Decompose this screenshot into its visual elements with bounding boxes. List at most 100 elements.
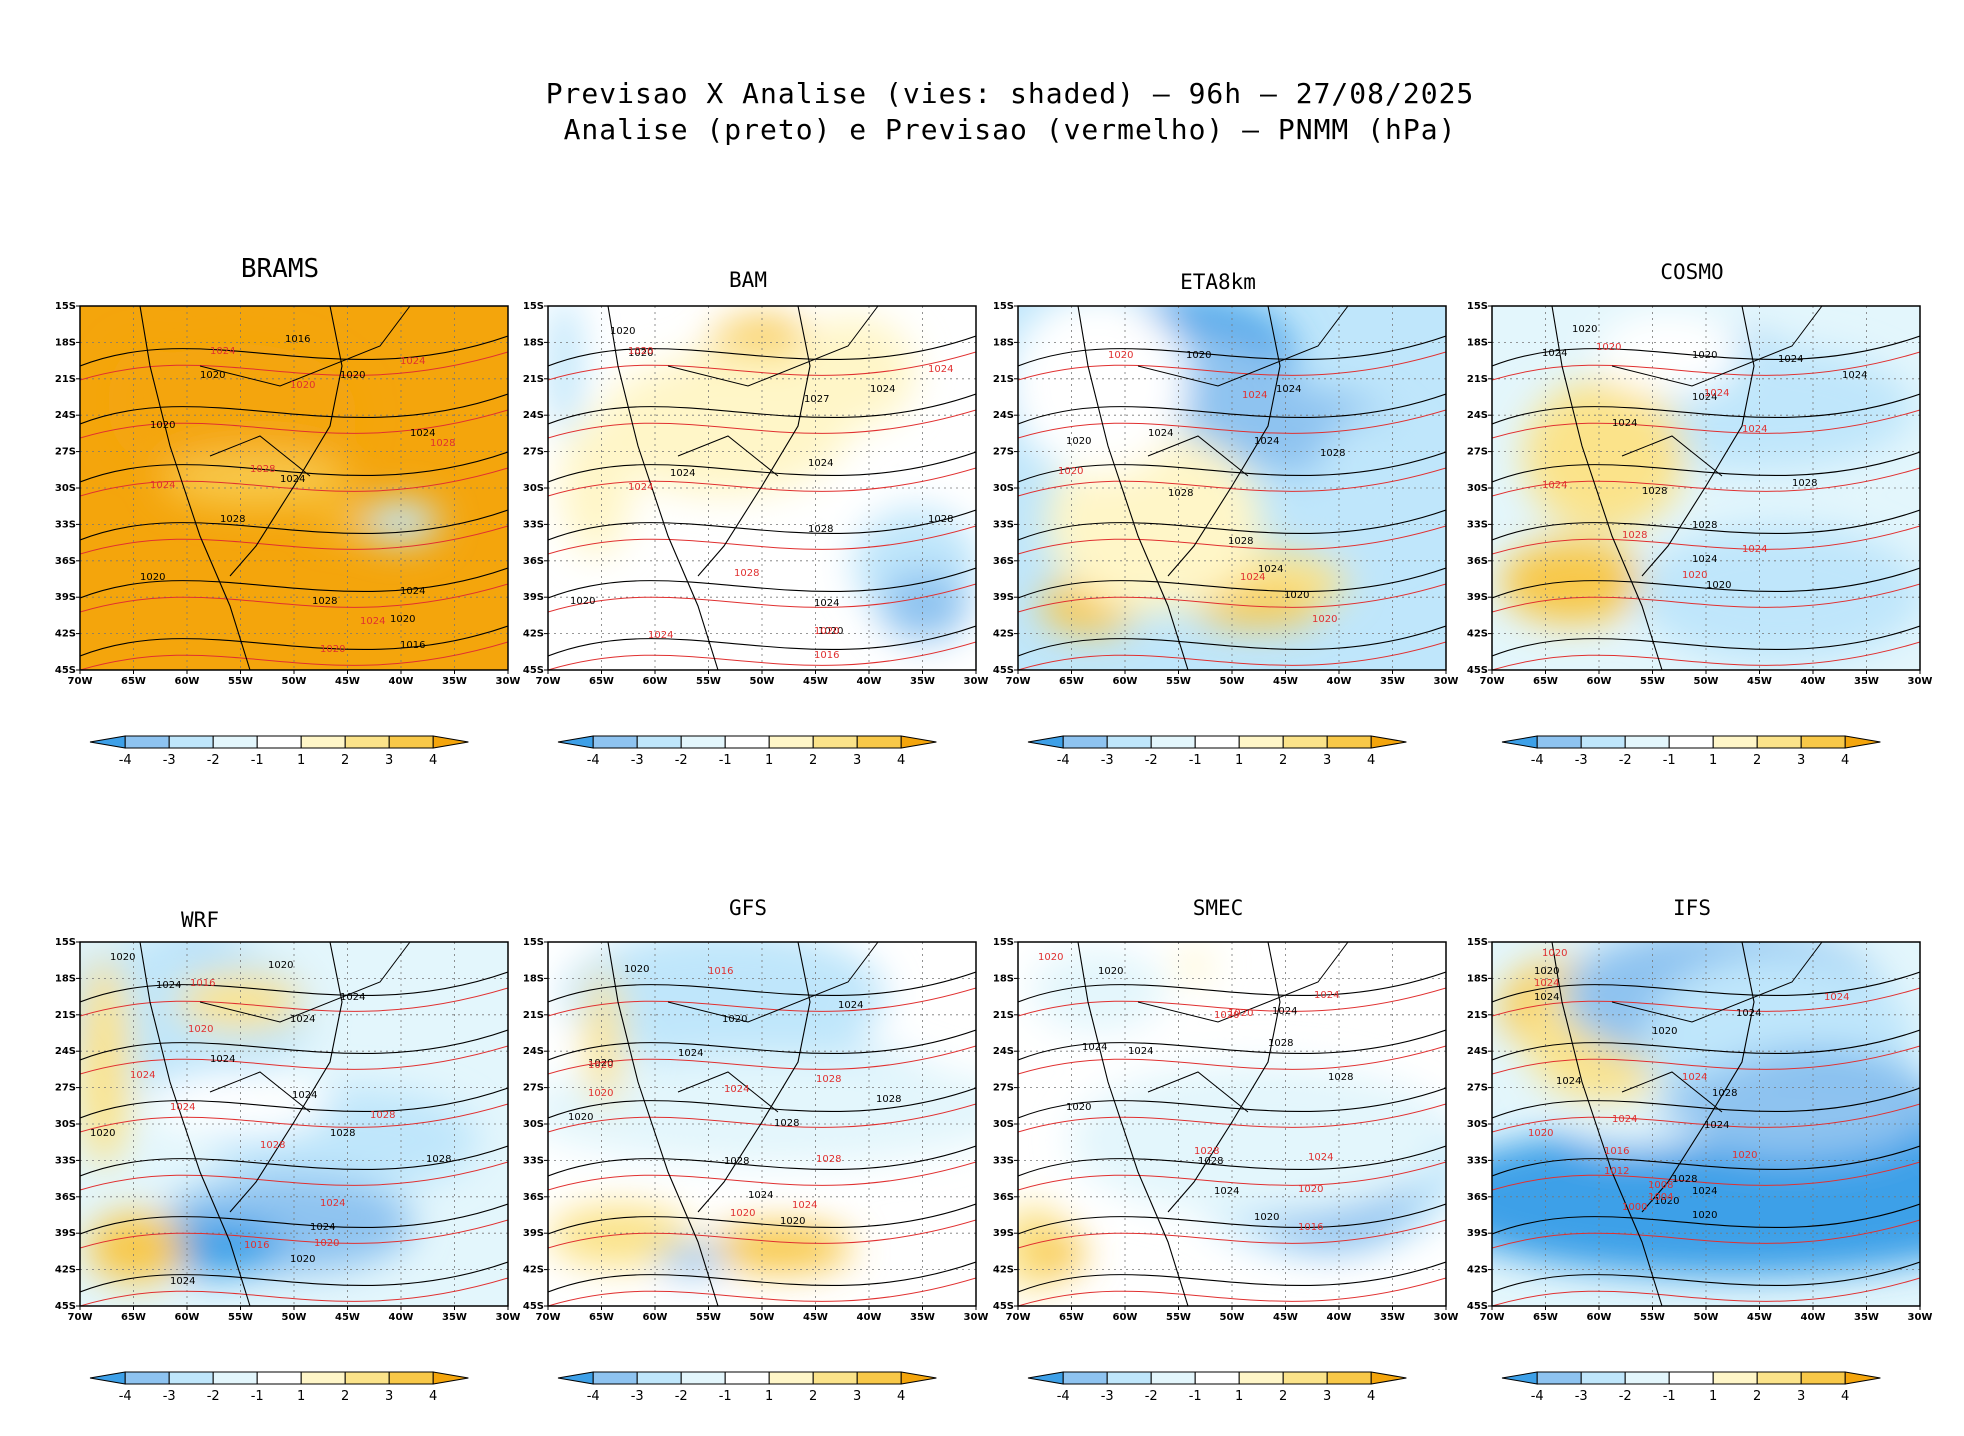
lat-tick-label: 15S	[993, 937, 1014, 948]
forecast-isobar-label: 1004	[1648, 1192, 1673, 1203]
lat-tick-label: 27S	[993, 1083, 1014, 1094]
colorbar-label: 1	[297, 1389, 305, 1404]
colorbar-label: 4	[1841, 1389, 1849, 1404]
lon-tick-label: 65W	[589, 1312, 614, 1323]
lon-tick-label: 55W	[1166, 676, 1191, 687]
lat-tick-label: 33S	[55, 519, 76, 530]
bias-patch	[1316, 416, 1424, 556]
colorbar-label: -4	[587, 1389, 600, 1404]
forecast-isobar-label: 1012	[1604, 1166, 1629, 1177]
analysis-isobar-label: 1024	[1082, 1042, 1107, 1053]
analysis-isobar-label: 1020	[150, 420, 175, 431]
lat-tick-label: 21S	[55, 374, 76, 385]
lon-tick-label: 70W	[536, 1312, 561, 1323]
colorbar-label: 1	[765, 1389, 773, 1404]
lat-tick-label: 15S	[55, 937, 76, 948]
bias-patch	[879, 571, 969, 641]
analysis-isobar-label: 1028	[312, 596, 337, 607]
bias-patch	[560, 416, 632, 556]
lon-tick-label: 30W	[1434, 676, 1459, 687]
lon-tick-label: 40W	[389, 676, 414, 687]
colorbar-label: 3	[385, 1389, 393, 1404]
lon-tick-label: 50W	[750, 1312, 775, 1323]
analysis-isobar-label: 1020	[568, 1112, 593, 1123]
lon-tick-label: 45W	[803, 676, 828, 687]
analysis-isobar-label: 1028	[774, 1118, 799, 1129]
forecast-isobar-label: 1016	[708, 966, 733, 977]
lon-tick-label: 50W	[750, 676, 775, 687]
lon-tick-label: 60W	[1587, 1312, 1612, 1323]
forecast-isobar-label: 1020	[814, 626, 839, 637]
lat-tick-label: 21S	[1467, 1010, 1488, 1021]
lat-tick-label: 36S	[55, 556, 76, 567]
forecast-isobar-label: 1024	[1742, 424, 1767, 435]
analysis-isobar-label: 1024	[1736, 1008, 1761, 1019]
forecast-isobar-label: 1024	[320, 1198, 345, 1209]
forecast-isobar-label: 1028	[816, 1154, 841, 1165]
forecast-isobar-label: 1028	[430, 438, 455, 449]
bias-patch	[1596, 312, 1740, 396]
lon-tick-label: 35W	[1380, 676, 1405, 687]
lon-tick-label: 55W	[1166, 1312, 1191, 1323]
lon-tick-label: 65W	[1059, 1312, 1084, 1323]
colorbar-label: -1	[251, 753, 264, 768]
colorbar-label: 2	[341, 1389, 349, 1404]
lat-tick-label: 36S	[523, 556, 544, 567]
forecast-isobar-label: 1024	[1534, 978, 1559, 989]
bias-patch	[177, 974, 303, 1030]
lat-tick-label: 24S	[1467, 1046, 1488, 1057]
analysis-isobar-label: 1028	[1228, 536, 1253, 547]
analysis-isobar-label: 1020	[110, 952, 135, 963]
lon-tick-label: 50W	[1694, 676, 1719, 687]
analysis-isobar-label: 1028	[426, 1154, 451, 1165]
forecast-isobar-label: 1016	[190, 978, 215, 989]
lon-tick-label: 40W	[1801, 676, 1826, 687]
bias-patch	[80, 957, 131, 1167]
lat-tick-label: 33S	[523, 1155, 544, 1166]
lat-tick-label: 27S	[523, 447, 544, 458]
lon-tick-label: 50W	[282, 676, 307, 687]
panel-cosmo: COSMO 1020 1024 1024 1020 1024 1024 1024 1028 102…	[1452, 258, 1933, 798]
lat-tick-label: 33S	[55, 1155, 76, 1166]
lon-tick-label: 70W	[1006, 676, 1031, 687]
bias-patch	[1568, 1120, 1704, 1148]
title-line-2: Analise (preto) e Previsao (vermelho) – …	[563, 113, 1457, 146]
lat-tick-label: 21S	[1467, 374, 1488, 385]
lat-tick-label: 18S	[993, 973, 1014, 984]
analysis-isobar-label: 1020	[268, 960, 293, 971]
colorbar-label: -2	[1619, 753, 1632, 768]
analysis-isobar-label: 1024	[1842, 370, 1867, 381]
lon-tick-label: 40W	[857, 1312, 882, 1323]
analysis-isobar-label: 1020	[1692, 1210, 1717, 1221]
colorbar-label: -2	[207, 753, 220, 768]
analysis-isobar-label: 1020	[722, 1014, 747, 1025]
lat-tick-label: 39S	[523, 1228, 544, 1239]
analysis-isobar-label: 1024	[814, 598, 839, 609]
analysis-isobar-label: 1020	[818, 626, 843, 637]
bias-patch	[1018, 306, 1188, 475]
forecast-bias-map: 1020102410241020102410241024102810281028…	[1467, 301, 1933, 768]
lon-tick-label: 50W	[1694, 1312, 1719, 1323]
bias-patch	[1523, 379, 1685, 533]
analysis-isobar-label: 1020	[1692, 350, 1717, 361]
colorbar: -4 -3 -2 -1 1 2 3 4	[1027, 1371, 1407, 1404]
analysis-isobar-label: 1024	[280, 474, 305, 485]
analysis-isobar-label: 1020	[624, 964, 649, 975]
panel-title: GFS	[729, 896, 767, 920]
forecast-isobar-label: 1024	[792, 1200, 817, 1211]
analysis-isobar-label: 1020	[340, 370, 365, 381]
lat-tick-label: 39S	[1467, 1228, 1488, 1239]
lon-tick-label: 40W	[857, 676, 882, 687]
lat-tick-label: 18S	[1467, 337, 1488, 348]
forecast-isobar-label: 1020	[314, 1238, 339, 1249]
colorbar: -4 -3 -2 -1 1 2 3 4	[1501, 1371, 1881, 1404]
lat-tick-label: 42S	[55, 629, 76, 640]
lat-tick-label: 21S	[523, 374, 544, 385]
colorbar-label: -4	[587, 753, 600, 768]
analysis-isobar-label: 1024	[838, 1000, 863, 1011]
colorbar-label: 2	[809, 1389, 817, 1404]
lon-tick-label: 30W	[964, 676, 989, 687]
colorbar-label: 1	[1709, 753, 1717, 768]
analysis-isobar-label: 1024	[340, 992, 365, 1003]
forecast-isobar-label: 1008	[1648, 1180, 1673, 1191]
